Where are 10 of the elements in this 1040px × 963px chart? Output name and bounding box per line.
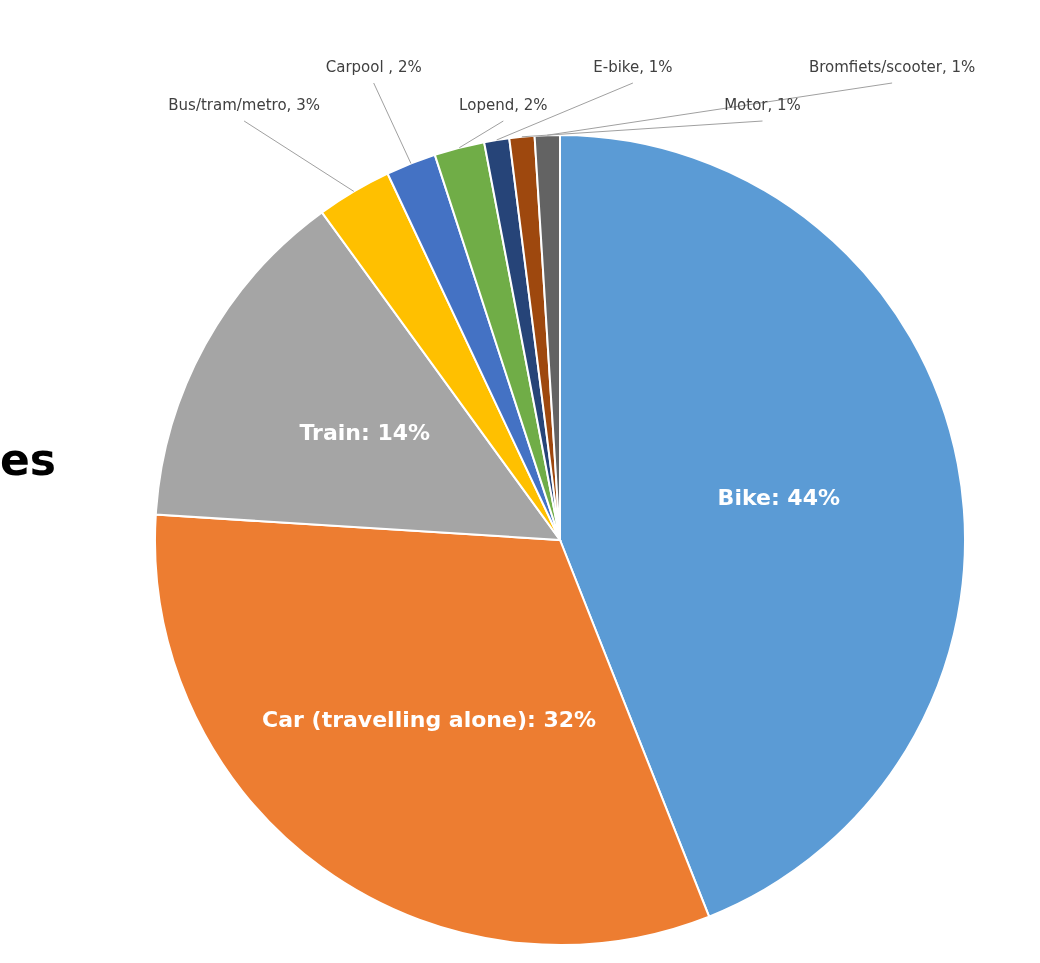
slice-label: Train: 14% [299, 419, 431, 445]
slice-label: Carpool , 2% [325, 58, 422, 76]
text: es [0, 434, 57, 486]
slice-label: Bromfiets/scooter, 1% [808, 58, 976, 76]
slice-label: Motor, 1% [724, 96, 801, 114]
slice-label: Car (travelling alone): 32% [262, 707, 597, 733]
slice-label: Bus/tram/metro, 3% [168, 96, 320, 114]
slice-label: Bike: 44% [717, 485, 840, 511]
slice-label: E-bike, 1% [593, 58, 673, 76]
slice-label: Lopend, 2% [459, 96, 548, 114]
